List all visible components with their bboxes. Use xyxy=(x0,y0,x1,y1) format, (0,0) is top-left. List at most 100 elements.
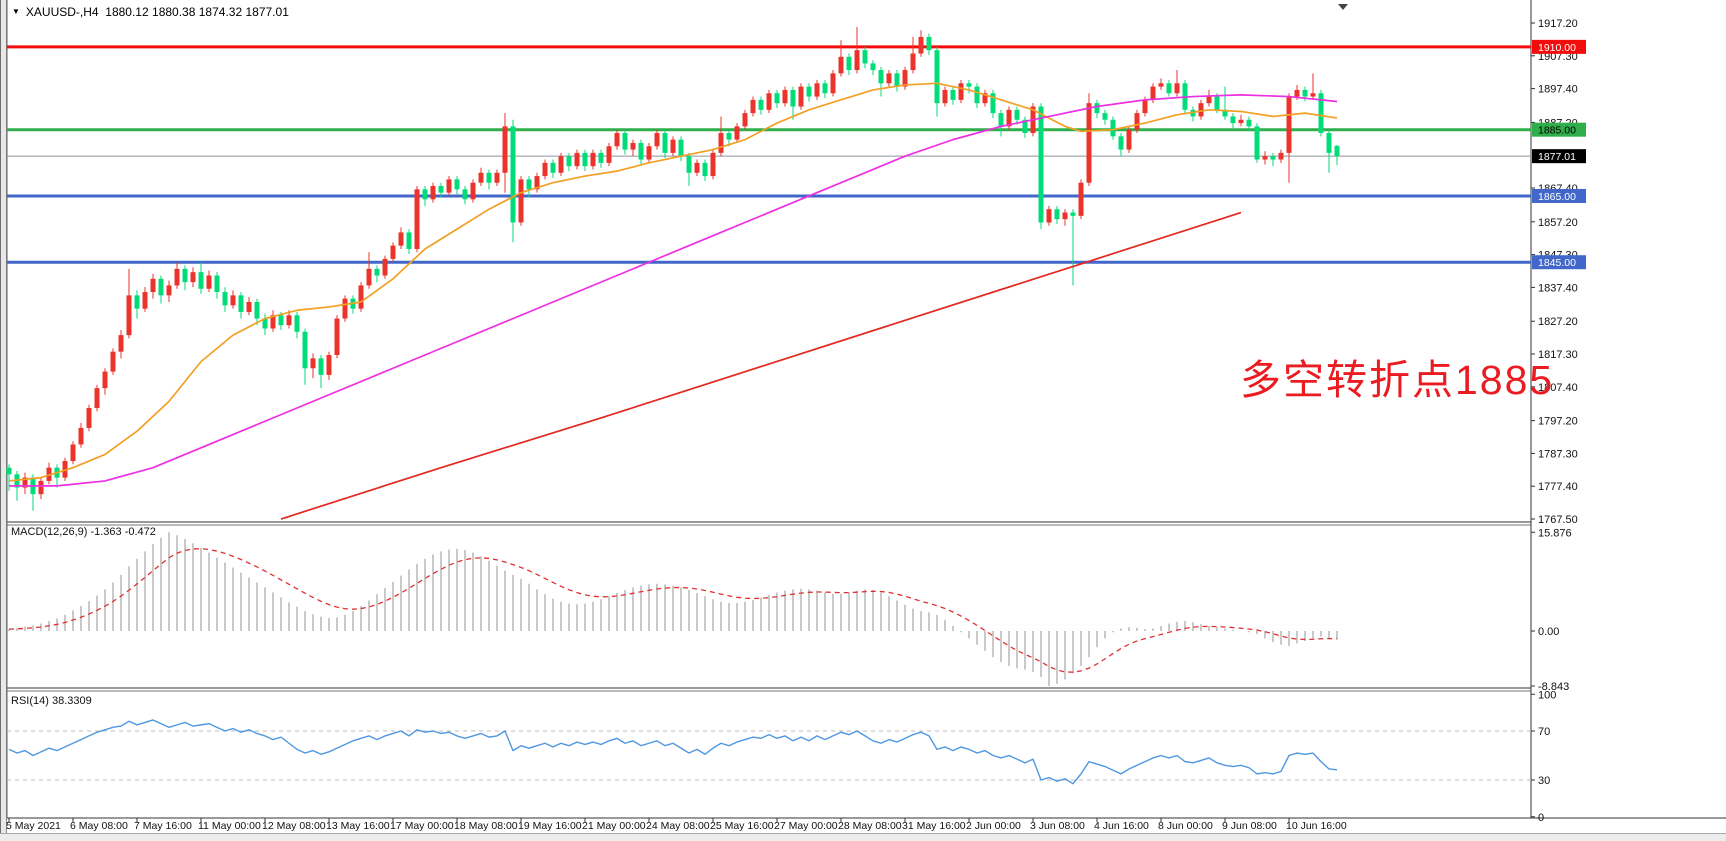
candle-body xyxy=(326,355,332,375)
candle-body xyxy=(582,152,588,167)
candle-body xyxy=(502,126,508,173)
candle-body xyxy=(1198,103,1204,117)
candle-body xyxy=(390,245,396,259)
candle-body xyxy=(166,285,172,296)
rsi-axis-label: 30 xyxy=(1538,775,1550,787)
time-axis-label: 17 May 00:00 xyxy=(390,820,454,832)
candle-body xyxy=(894,73,900,87)
candle-body xyxy=(750,99,756,114)
candle-body xyxy=(1206,96,1212,104)
candle-body xyxy=(510,126,516,223)
candle-body xyxy=(606,146,612,163)
candle-body xyxy=(846,56,852,71)
candle-body xyxy=(318,358,324,375)
candle-body xyxy=(558,156,564,173)
candle-body xyxy=(446,179,452,193)
candle-body xyxy=(566,156,572,167)
candle-body xyxy=(398,232,404,246)
candle-body xyxy=(1078,182,1084,216)
chart-title: ▼ XAUUSD-,H4 1880.12 1880.38 1874.32 1877… xyxy=(12,5,289,19)
candle-body xyxy=(38,480,44,495)
candle-body xyxy=(1038,106,1044,223)
symbol-dropdown-icon[interactable]: ▼ xyxy=(12,7,20,16)
candle-body xyxy=(1102,113,1108,120)
candle-body xyxy=(686,156,692,173)
candle-body xyxy=(382,258,388,276)
candle-body xyxy=(110,351,116,372)
time-axis-label: 24 May 08:00 xyxy=(646,820,710,832)
candle-body xyxy=(838,56,844,74)
candle-body xyxy=(262,318,268,329)
candle-body xyxy=(126,295,132,336)
candle-body xyxy=(1110,119,1116,137)
time-axis-label: 21 May 00:00 xyxy=(582,820,646,832)
candle-body xyxy=(646,146,652,160)
candle-body xyxy=(494,172,500,183)
time-axis-label: 10 Jun 16:00 xyxy=(1286,820,1347,832)
candle-body xyxy=(1278,152,1284,160)
candle-body xyxy=(518,179,524,223)
candle-body xyxy=(1086,103,1092,183)
candle-body xyxy=(654,133,660,147)
ma-slow-red xyxy=(280,211,1242,520)
candle-body xyxy=(734,126,740,140)
candle-body xyxy=(422,189,428,200)
candle-body xyxy=(102,371,108,389)
candle-body xyxy=(286,315,292,326)
candle-body xyxy=(310,358,316,369)
candle-body xyxy=(614,133,620,147)
candle-body xyxy=(334,318,340,356)
time-axis-label: 31 May 16:00 xyxy=(902,820,966,832)
candle-body xyxy=(966,83,972,87)
time-axis-label: 18 May 08:00 xyxy=(454,820,518,832)
y-axis-label: 1817.30 xyxy=(1538,349,1578,361)
candle-body xyxy=(662,133,668,153)
ohlc-open: 1880.12 xyxy=(105,5,149,19)
candle-body xyxy=(918,36,924,54)
candle-body xyxy=(902,70,908,87)
chart-shift-marker-icon[interactable] xyxy=(1338,4,1348,10)
price-line-badge xyxy=(1532,188,1586,203)
candle-body xyxy=(934,50,940,104)
candle-body xyxy=(550,162,556,173)
candle-body xyxy=(1302,89,1308,97)
candle-body xyxy=(1150,86,1156,100)
candle-body xyxy=(86,408,92,428)
window-bottom-edge xyxy=(0,833,1726,841)
candle-body xyxy=(742,113,748,127)
rsi-axis-label: 0 xyxy=(1538,812,1544,824)
candle-body xyxy=(950,89,956,100)
candle-body xyxy=(1126,129,1132,150)
candle-body xyxy=(1286,96,1292,153)
candle-body xyxy=(1006,109,1012,127)
time-axis-label: 4 Jun 16:00 xyxy=(1094,820,1149,832)
candle-body xyxy=(870,63,876,71)
candle-body xyxy=(710,152,716,177)
macd-axis-label: -8.843 xyxy=(1538,681,1569,693)
candle-body xyxy=(470,182,476,200)
candle-body xyxy=(142,292,148,309)
candle-body xyxy=(782,89,788,104)
candle-body xyxy=(1118,136,1124,150)
candle-body xyxy=(1022,119,1028,134)
candle-body xyxy=(454,179,460,190)
ohlc-close: 1877.01 xyxy=(245,5,289,19)
ma-mid-magenta xyxy=(9,94,1338,487)
time-axis-label: 8 Jun 00:00 xyxy=(1158,820,1213,832)
candle-body xyxy=(814,83,820,97)
candle-body xyxy=(22,477,28,488)
rsi-indicator-label: RSI(14) 38.3309 xyxy=(11,695,92,707)
candle-body xyxy=(678,139,684,157)
price-line-badge-label: 1845.00 xyxy=(1538,257,1576,269)
candle-body xyxy=(862,50,868,64)
candle-body xyxy=(1166,83,1172,94)
y-axis-label: 1837.40 xyxy=(1538,282,1578,294)
candle-body xyxy=(526,179,532,190)
candle-body xyxy=(190,272,196,283)
time-axis-label: 28 May 08:00 xyxy=(838,820,902,832)
rsi-axis-label: 100 xyxy=(1538,689,1556,701)
macd-axis-label: 15.876 xyxy=(1538,527,1572,539)
candle-body xyxy=(598,152,604,163)
